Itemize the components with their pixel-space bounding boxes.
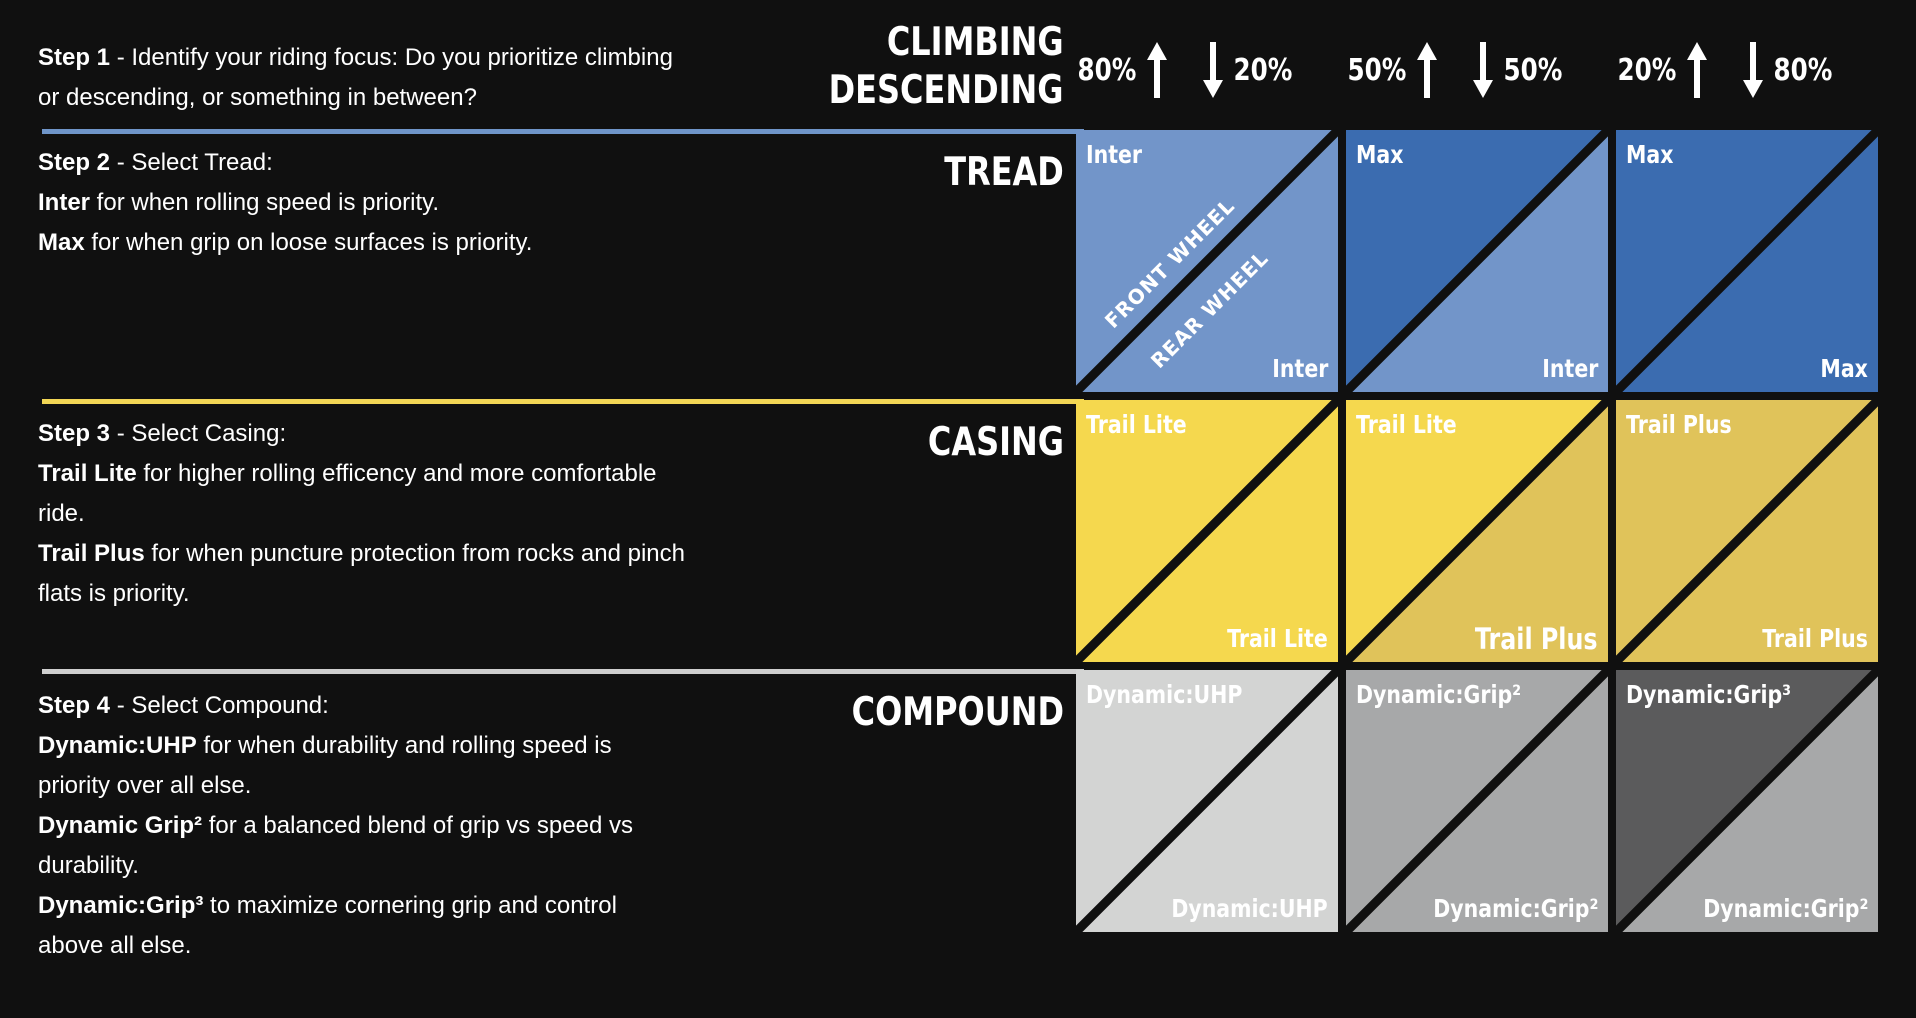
rear-wheel-option: Dynamic:Grip²: [1702, 894, 1868, 923]
grid-cell: Max Inter: [1346, 130, 1608, 392]
grid-cell: Trail Plus Trail Plus: [1616, 400, 1878, 662]
option-name: Dynamic:UHP: [38, 732, 197, 759]
arrow-up-icon: [1687, 42, 1707, 98]
step-3-description: Step 3 - Select Casing: Trail Lite for h…: [38, 414, 688, 614]
option-text: for a balanced blend of grip vs speed vs…: [38, 812, 633, 879]
front-wheel-option: Trail Lite: [1356, 410, 1457, 439]
column-header-3: 20% 80%: [1590, 40, 1860, 100]
grid-cell: Dynamic:Grip² Dynamic:Grip²: [1346, 670, 1608, 932]
diagonal-divider: [1616, 400, 1878, 662]
climb-percent: 80%: [1077, 52, 1137, 88]
step-text: - Select Casing:: [110, 420, 287, 447]
option-text: for when grip on loose surfaces is prior…: [84, 229, 533, 256]
front-wheel-option: Trail Lite: [1086, 410, 1187, 439]
grid-cell: Dynamic:UHP Dynamic:UHP: [1076, 670, 1338, 932]
casing-divider: [42, 399, 1084, 404]
grid-cell: Inter Inter: [1076, 130, 1338, 392]
option-text: for higher rolling efficency and more co…: [38, 460, 657, 527]
row-title-casing: CASING: [927, 420, 1064, 465]
rear-wheel-option: Trail Lite: [1227, 624, 1328, 653]
arrow-up-icon: [1417, 42, 1437, 98]
option-text: for when durability and rolling speed is…: [38, 732, 612, 799]
step-2-description: Step 2 - Select Tread: Inter for when ro…: [38, 143, 698, 263]
compound-divider: [42, 669, 1084, 674]
option-name: Dynamic:Grip³: [38, 892, 204, 919]
diagonal-divider: [1346, 400, 1608, 662]
option-text: for when rolling speed is priority.: [90, 189, 440, 216]
grid-cell: Trail Lite Trail Lite: [1076, 400, 1338, 662]
diagonal-divider: [1346, 670, 1608, 932]
diagonal-divider: [1346, 130, 1608, 392]
front-wheel-option: Dynamic:UHP: [1086, 680, 1243, 709]
step-title: Step 3: [38, 420, 111, 447]
option-name: Max: [38, 229, 85, 256]
arrow-up-icon: [1147, 42, 1167, 98]
step-title: Step 1: [38, 44, 111, 71]
descend-percent: 50%: [1503, 52, 1563, 88]
front-wheel-option: Max: [1356, 140, 1404, 169]
grid-cell: Dynamic:Grip³ Dynamic:Grip²: [1616, 670, 1878, 932]
rear-wheel-option: Trail Plus: [1762, 624, 1868, 653]
arrow-down-icon: [1203, 42, 1223, 98]
descending-label: DESCENDING: [829, 68, 1064, 113]
step-text: - Identify your riding focus: Do you pri…: [38, 44, 673, 111]
tread-divider: [42, 129, 1084, 134]
step-title: Step 2: [38, 149, 111, 176]
diagonal-divider: [1076, 400, 1338, 662]
step-1-description: Step 1 - Identify your riding focus: Do …: [38, 38, 698, 118]
grid-cell: Trail Lite Trail Plus: [1346, 400, 1608, 662]
grid-cell: Max Max: [1616, 130, 1878, 392]
step-title: Step 4: [38, 692, 111, 719]
row-title-tread: TREAD: [944, 150, 1064, 195]
descend-percent: 20%: [1233, 52, 1293, 88]
front-wheel-option: Inter: [1086, 140, 1143, 169]
front-wheel-option: Max: [1626, 140, 1674, 169]
diagonal-divider: [1076, 670, 1338, 932]
column-header-2: 50% 50%: [1320, 40, 1590, 100]
option-name: Inter: [38, 189, 91, 216]
rear-wheel-option: Trail Plus: [1475, 622, 1598, 656]
step-text: - Select Compound:: [110, 692, 329, 719]
rear-wheel-option: Inter: [1541, 354, 1598, 383]
arrow-down-icon: [1743, 42, 1763, 98]
rear-wheel-option: Dynamic:Grip²: [1432, 894, 1598, 923]
climbing-label: CLIMBING: [887, 20, 1064, 65]
column-header-1: 80% 20%: [1050, 40, 1320, 100]
arrow-down-icon: [1473, 42, 1493, 98]
climb-percent: 50%: [1347, 52, 1407, 88]
rear-wheel-option: Dynamic:UHP: [1171, 894, 1328, 923]
front-wheel-option: Dynamic:Grip³: [1626, 680, 1792, 709]
diagonal-divider: [1616, 130, 1878, 392]
step-4-description: Step 4 - Select Compound: Dynamic:UHP fo…: [38, 686, 688, 966]
front-wheel-option: Trail Plus: [1626, 410, 1732, 439]
climb-percent: 20%: [1617, 52, 1677, 88]
option-name: Trail Plus: [38, 540, 145, 567]
option-text: for when puncture protection from rocks …: [38, 540, 685, 607]
front-wheel-option: Dynamic:Grip²: [1356, 680, 1522, 709]
diagonal-divider: [1616, 670, 1878, 932]
descend-percent: 80%: [1773, 52, 1833, 88]
option-text: to maximize cornering grip and control a…: [38, 892, 617, 959]
step-text: - Select Tread:: [110, 149, 273, 176]
row-title-compound: COMPOUND: [851, 690, 1064, 735]
option-name: Dynamic Grip²: [38, 812, 203, 839]
rear-wheel-option: Inter: [1271, 354, 1328, 383]
diagonal-divider: [1076, 130, 1338, 392]
option-name: Trail Lite: [38, 460, 137, 487]
rear-wheel-option: Max: [1820, 354, 1868, 383]
